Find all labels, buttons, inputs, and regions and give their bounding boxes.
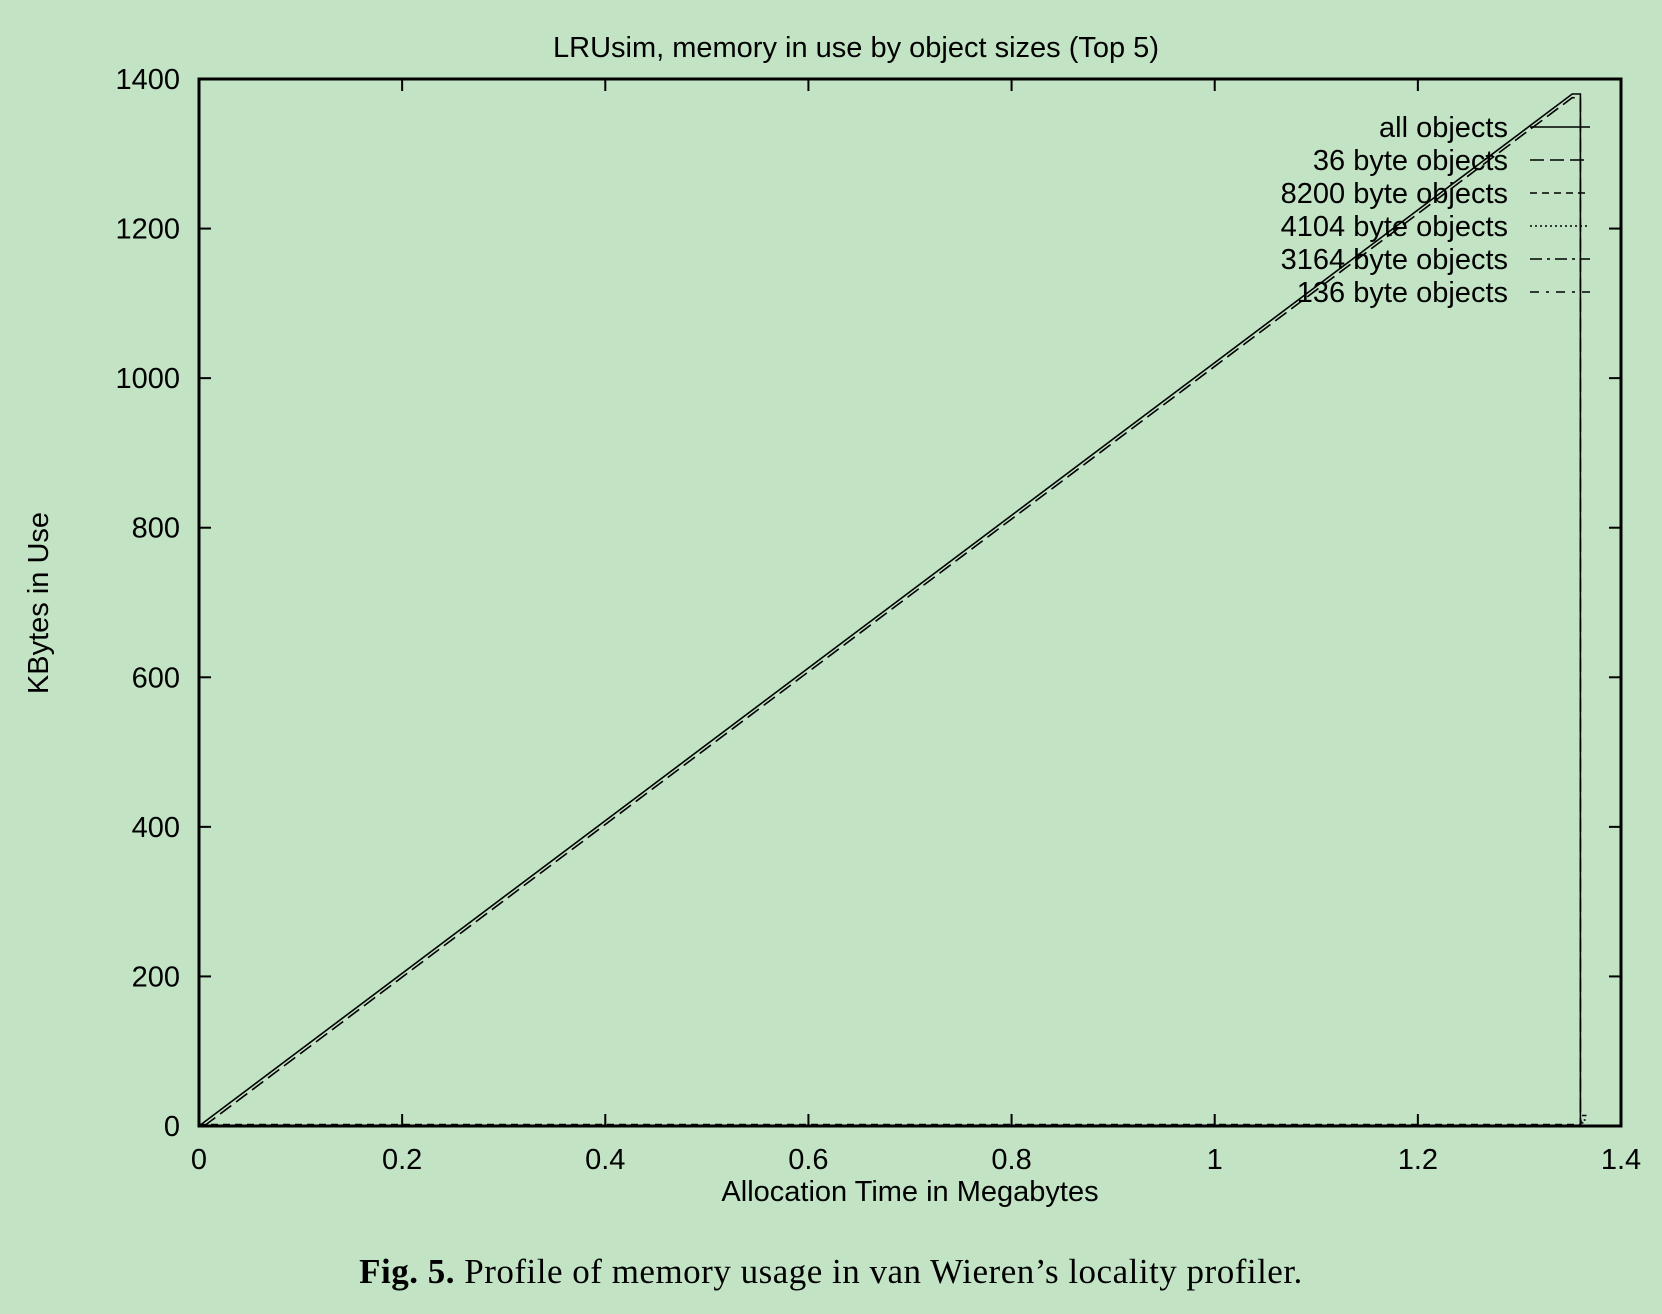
caption-text: Profile of memory usage in van Wieren’s … bbox=[464, 1252, 1303, 1291]
legend-label-8200-byte-objects: 8200 byte objects bbox=[1281, 178, 1508, 210]
legend-label-4104-byte-objects: 4104 byte objects bbox=[1281, 211, 1508, 243]
plot-frame bbox=[197, 77, 1623, 1128]
x-tick-label: 0.6 bbox=[788, 1144, 828, 1176]
x-tick-label: 0 bbox=[191, 1144, 207, 1176]
x-tick-label: 0.8 bbox=[991, 1144, 1031, 1176]
y-tick-label: 1400 bbox=[115, 64, 180, 96]
chart-title: LRUsim, memory in use by object sizes (T… bbox=[553, 32, 1159, 64]
y-tick-label: 800 bbox=[132, 513, 180, 545]
series-line-8200-byte-objects bbox=[199, 1114, 1587, 1126]
y-tick-label: 1200 bbox=[115, 214, 180, 246]
y-tick-label: 200 bbox=[132, 961, 180, 993]
figure-caption: Fig. 5. Profile of memory usage in van W… bbox=[0, 1252, 1662, 1292]
x-tick-label: 1.2 bbox=[1398, 1144, 1438, 1176]
y-tick-label: 1000 bbox=[115, 363, 180, 395]
y-axis-label: KBytes in Use bbox=[23, 512, 55, 694]
legend-label-136-byte-objects: 136 byte objects bbox=[1297, 277, 1508, 309]
legend-label-3164-byte-objects: 3164 byte objects bbox=[1281, 244, 1508, 276]
x-axis-ticks: 0 0.2 0.4 0.6 0.8 1 1.2 1.4 bbox=[191, 79, 1641, 1176]
y-tick-label: 600 bbox=[132, 662, 180, 694]
x-axis-label: Allocation Time in Megabytes bbox=[721, 1176, 1098, 1208]
series-line-36-byte-objects bbox=[203, 96, 1582, 1127]
y-tick-label: 400 bbox=[132, 812, 180, 844]
caption-label: Fig. 5. bbox=[359, 1252, 456, 1291]
y-axis-ticks: 0 200 400 600 800 1000 1200 1400 bbox=[115, 64, 1621, 1143]
legend-label-all-objects: all objects bbox=[1379, 112, 1508, 144]
chart: LRUsim, memory in use by object sizes (T… bbox=[23, 32, 1641, 1208]
legend-label-36-byte-objects: 36 byte objects bbox=[1313, 145, 1508, 177]
series-line-136-byte-objects bbox=[199, 1122, 1587, 1127]
x-tick-label: 1.4 bbox=[1601, 1144, 1641, 1176]
x-tick-label: 1 bbox=[1207, 1144, 1223, 1176]
y-tick-label: 0 bbox=[164, 1111, 180, 1143]
x-tick-label: 0.4 bbox=[585, 1144, 625, 1176]
x-tick-label: 0.2 bbox=[382, 1144, 422, 1176]
